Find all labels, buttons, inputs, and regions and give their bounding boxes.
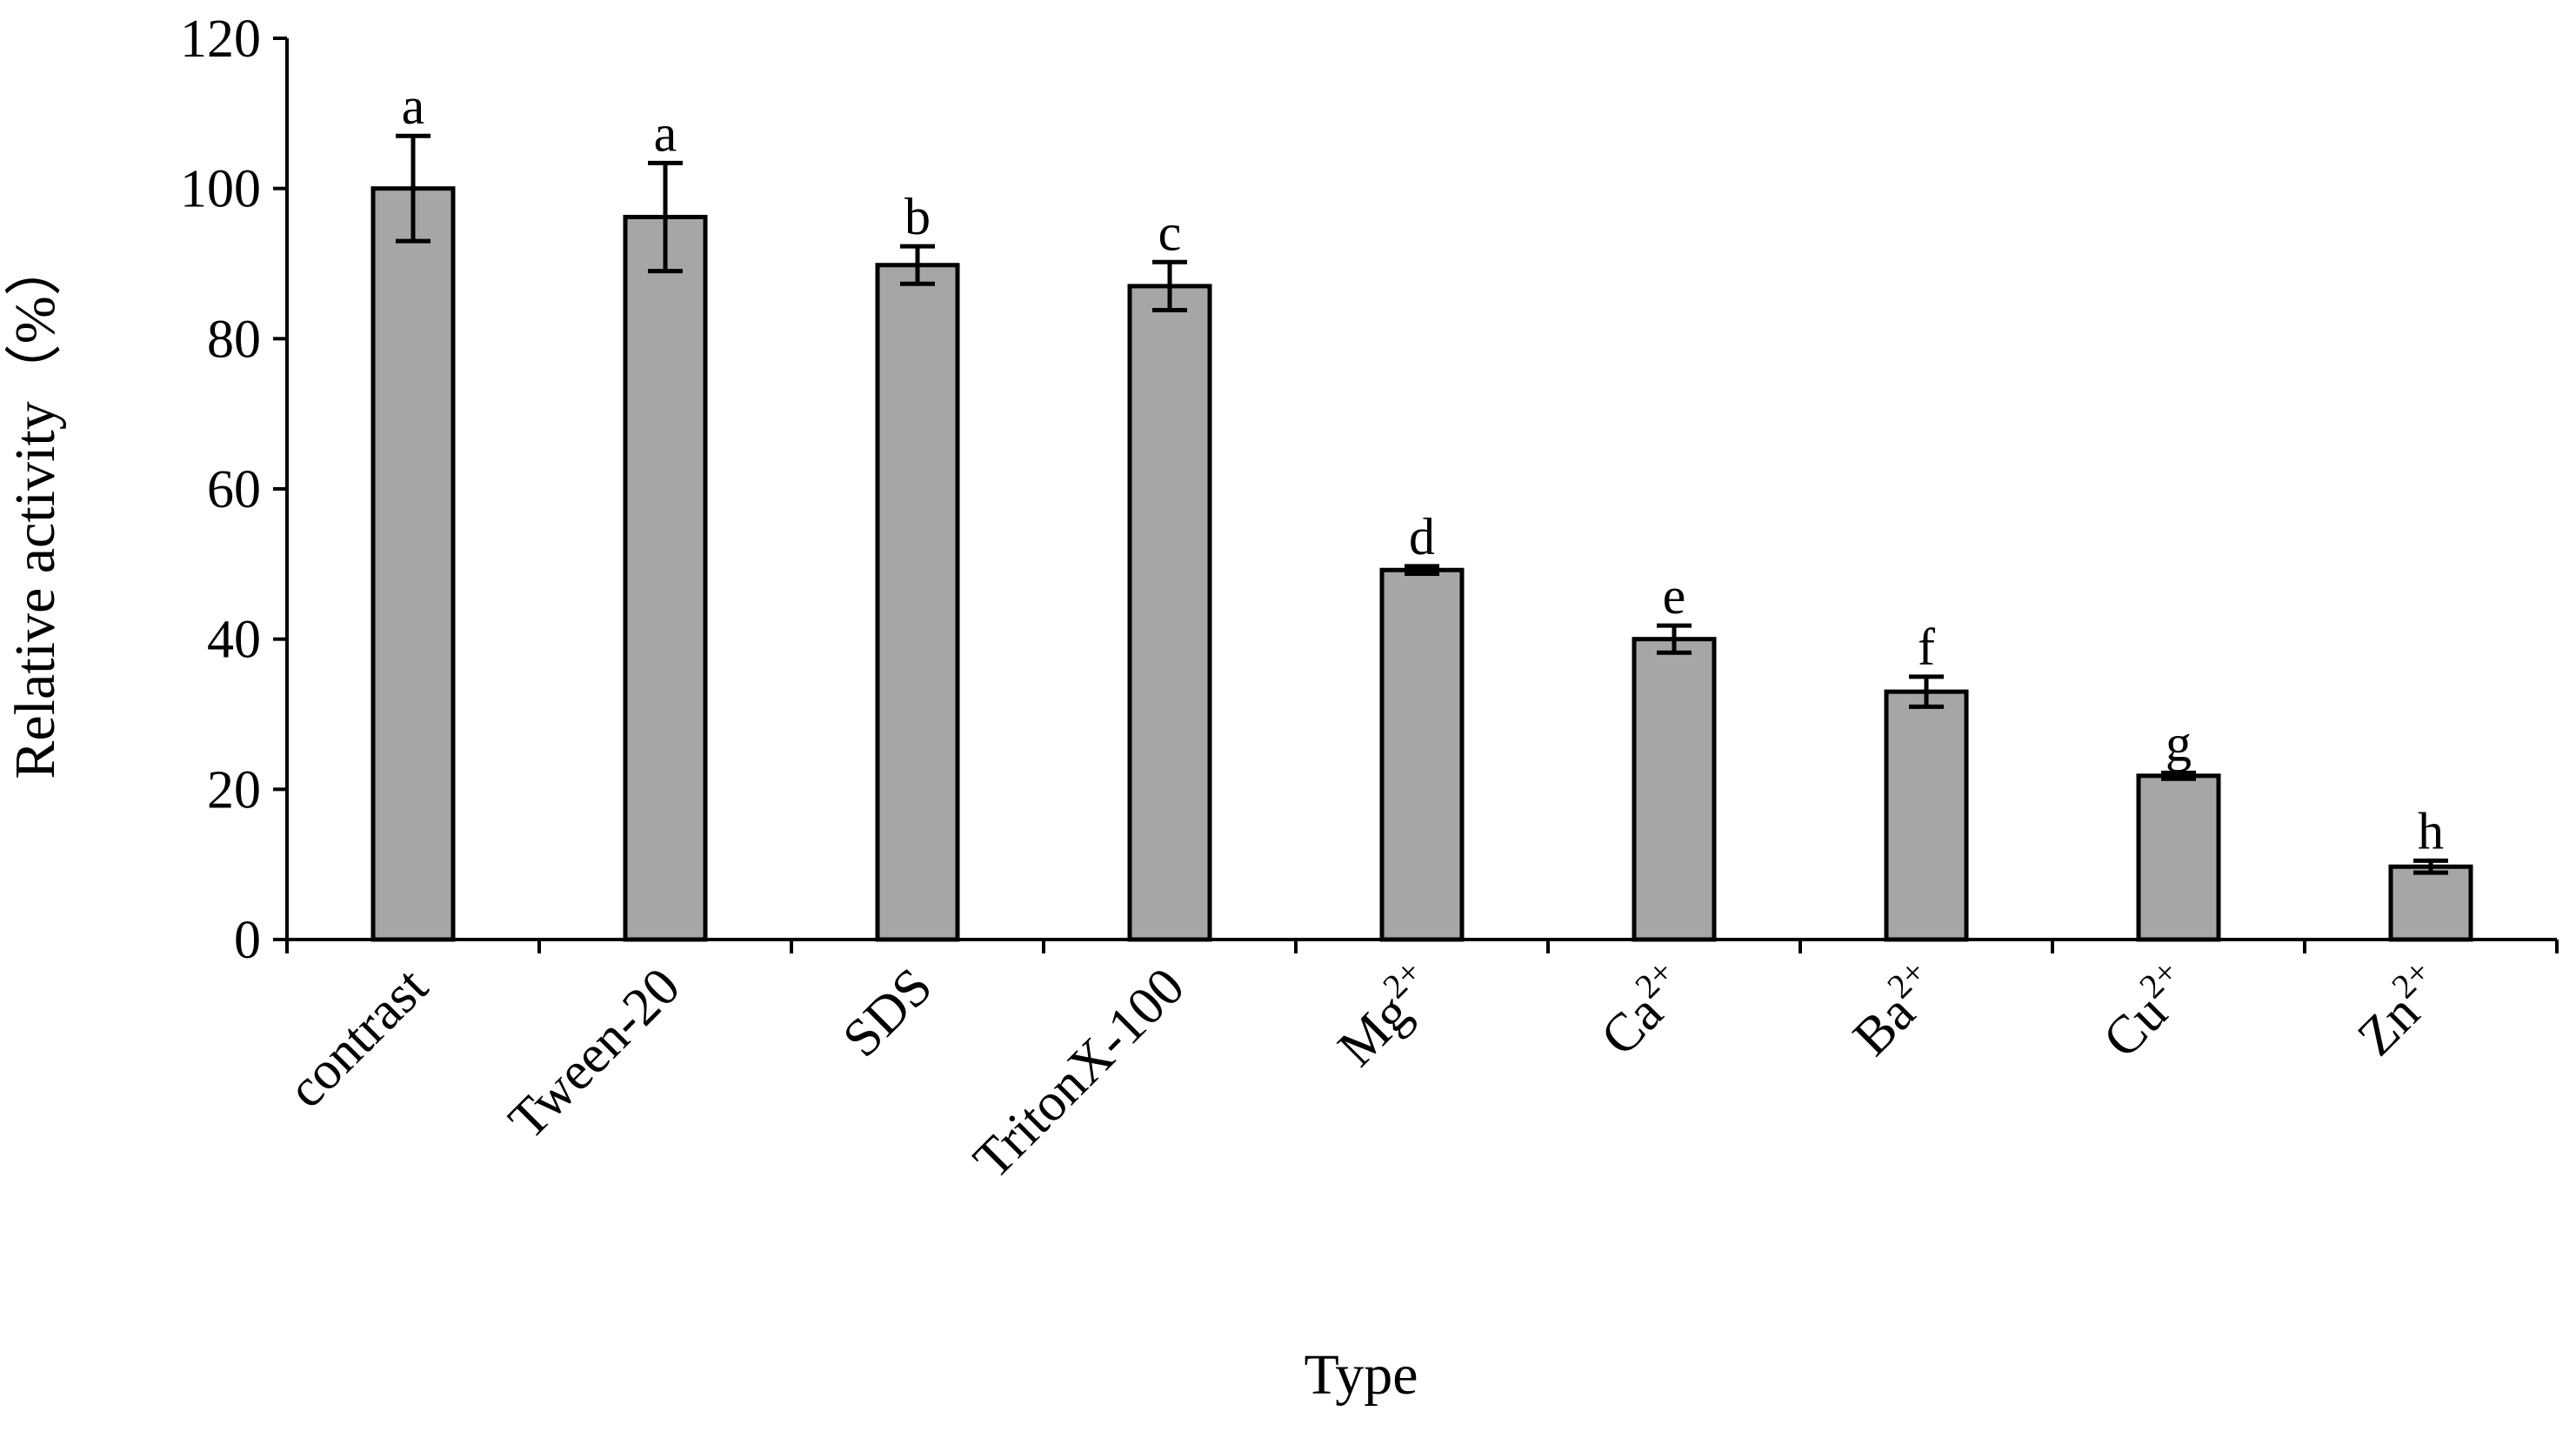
x-tick-label: SDS: [831, 957, 944, 1069]
bar-cu2: [2136, 773, 2221, 942]
y-tick-label: 40: [207, 611, 261, 670]
significance-letter: e: [1663, 567, 1686, 625]
x-tick-label: Ca2+: [1585, 952, 1700, 1067]
significance-letter: b: [904, 188, 931, 245]
bar-ca2: [1632, 637, 1717, 942]
y-axis: 0 20 40 60 80 100 120: [180, 10, 289, 970]
y-tick-label: 60: [207, 460, 261, 519]
significance-letter: a: [654, 104, 677, 162]
bar-contrast: [370, 186, 456, 942]
bar-tritonx100: [1127, 284, 1212, 942]
y-tick-label: 0: [234, 911, 261, 970]
y-tick-label: 20: [207, 760, 261, 819]
bar-mg2: [1379, 567, 1465, 942]
x-tick-label: contrast: [277, 957, 439, 1120]
bar-tween20: [623, 214, 708, 942]
x-tick-labels: contrast Tween-20 SDS TritonX-100 Mg2+ Ca2+ Ba…: [277, 952, 2457, 1190]
x-axis-title: Type: [1304, 1343, 1418, 1407]
significance-letter: h: [2418, 802, 2444, 859]
significance-letter: a: [402, 77, 425, 135]
significance-letter: f: [1918, 619, 1935, 676]
y-tick-label: 100: [180, 160, 261, 219]
bar-ba2: [1884, 689, 1969, 942]
x-tick-label: Mg2+: [1322, 952, 1448, 1078]
x-tick-label: Zn2+: [2341, 952, 2457, 1067]
significance-letters: a a b c d e f g h: [402, 77, 2444, 859]
x-tick-label: Ba2+: [1837, 952, 1952, 1067]
significance-letter: d: [1409, 508, 1435, 565]
y-tick-label: 120: [180, 10, 261, 69]
significance-letter: c: [1158, 204, 1182, 261]
significance-letter: g: [2166, 714, 2192, 772]
y-tick-label: 80: [207, 310, 261, 369]
y-axis-title: Relative activity（%）: [3, 238, 67, 779]
x-tick-label: TritonX-100: [963, 957, 1196, 1190]
x-tick-label: Tween-20: [497, 957, 691, 1151]
bar-sds: [875, 263, 960, 942]
x-tick-label: Cu2+: [2087, 952, 2205, 1069]
error-bars: [396, 133, 2448, 875]
bar-zn2: [2388, 864, 2473, 942]
